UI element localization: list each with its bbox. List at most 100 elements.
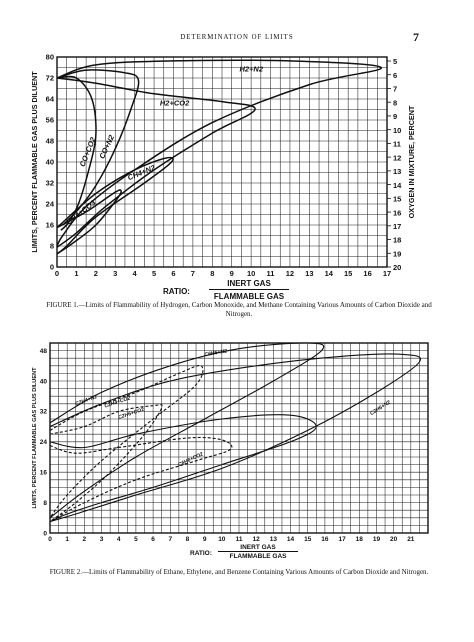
curve-label: CO+N2 bbox=[97, 133, 116, 160]
x-tick-label: 16 bbox=[363, 269, 371, 278]
x-tick-label: 10 bbox=[218, 536, 226, 543]
y-tick-label: 0 bbox=[50, 263, 54, 272]
figure-2-ratio-label: RATIO: bbox=[190, 550, 212, 557]
y-tick-label: 0 bbox=[43, 530, 47, 537]
x-tick-label: 11 bbox=[236, 536, 243, 543]
curve-label: C6H6+N2 bbox=[204, 348, 228, 358]
x-tick-label: 9 bbox=[230, 269, 234, 278]
figure-1-chart: 0 1 2 3 4 5 6 7 8 9 10 11 12 13 14 15 16 1708162432404856… bbox=[30, 53, 416, 278]
figure-2-chart: 0 1 2 3 4 5 6 7 8 9 10 11 12 13 14 15 16 17 18 19 20 21081624… bbox=[32, 342, 429, 543]
x-tick-label: 13 bbox=[305, 269, 313, 278]
y2-tick-label: 19 bbox=[393, 249, 401, 258]
series-curve bbox=[49, 364, 204, 519]
series-curve bbox=[56, 189, 122, 255]
y-axis-label: LIMITS, PERCENT FLAMMABLE GAS PLUS DILUE… bbox=[32, 367, 38, 509]
x-tick-label: 4 bbox=[117, 536, 121, 543]
x-tick-label: 2 bbox=[83, 536, 87, 543]
y2-axis-label: OXYGEN IN MIXTURE, PERCENT bbox=[407, 105, 416, 218]
x-tick-label: 0 bbox=[48, 536, 52, 543]
plot-frame bbox=[56, 56, 388, 268]
x-tick-label: 3 bbox=[100, 536, 104, 543]
y2-tick-label: 11 bbox=[393, 140, 401, 149]
figure-2-caption: FIGURE 2.—Limits of Flammability of Etha… bbox=[49, 568, 429, 576]
y2-tick-label: 18 bbox=[393, 236, 401, 245]
x-tick-label: 9 bbox=[203, 536, 207, 543]
y2-tick-label: 13 bbox=[393, 167, 401, 176]
curve-label: H2+CO2 bbox=[160, 99, 190, 108]
series-curve bbox=[49, 436, 233, 523]
x-tick-label: 19 bbox=[373, 536, 381, 543]
plot-frame bbox=[49, 342, 429, 534]
x-tick-label: 5 bbox=[134, 536, 138, 543]
x-tick-label: 15 bbox=[304, 536, 312, 543]
running-header: DETERMINATION OF LIMITS bbox=[180, 34, 294, 41]
series-curve bbox=[49, 353, 421, 523]
y2-tick-label: 9 bbox=[393, 112, 397, 121]
x-tick-label: 12 bbox=[253, 536, 261, 543]
figure-1-caption: FIGURE 1.—Limits of Flammability of Hydr… bbox=[46, 301, 432, 318]
x-tick-label: 13 bbox=[270, 536, 278, 543]
y-tick-label: 56 bbox=[46, 116, 54, 125]
x-tick-label: 8 bbox=[186, 536, 190, 543]
x-tick-label: 5 bbox=[152, 269, 156, 278]
y-tick-label: 40 bbox=[40, 378, 48, 385]
x-tick-label: 10 bbox=[247, 269, 255, 278]
y-tick-label: 40 bbox=[46, 158, 54, 167]
series-curve bbox=[49, 342, 325, 519]
x-tick-label: 6 bbox=[151, 536, 155, 543]
x-tick-label: 1 bbox=[74, 269, 78, 278]
x-tick-label: 11 bbox=[267, 269, 275, 278]
x-tick-label: 6 bbox=[171, 269, 175, 278]
y-tick-label: 24 bbox=[46, 200, 55, 209]
y2-tick-label: 5 bbox=[393, 57, 397, 66]
series-curve bbox=[49, 414, 317, 523]
y2-tick-label: 8 bbox=[393, 98, 397, 107]
y2-tick-label: 20 bbox=[393, 263, 401, 272]
y-tick-label: 16 bbox=[40, 469, 48, 476]
y2-tick-label: 7 bbox=[393, 85, 397, 94]
y-tick-label: 8 bbox=[43, 500, 47, 507]
y-tick-label: 32 bbox=[40, 409, 48, 416]
x-tick-label: 16 bbox=[321, 536, 329, 543]
y2-tick-label: 15 bbox=[393, 195, 401, 204]
y-axis-label: LIMITS, PERCENT FLAMMABLE GAS PLUS DILUE… bbox=[30, 71, 39, 253]
x-tick-label: 12 bbox=[286, 269, 294, 278]
y-tick-label: 72 bbox=[46, 74, 54, 83]
figure-2-ratio-numerator: INERT GAS bbox=[218, 544, 298, 552]
x-tick-label: 4 bbox=[133, 269, 138, 278]
y2-tick-label: 17 bbox=[393, 222, 401, 231]
y2-tick-label: 10 bbox=[393, 126, 401, 135]
series-curve bbox=[56, 69, 140, 226]
y-tick-label: 16 bbox=[46, 221, 54, 230]
figure-1-ratio-label: RATIO: bbox=[163, 287, 190, 296]
x-tick-label: 1 bbox=[65, 536, 69, 543]
page-number: 7 bbox=[413, 30, 419, 44]
x-tick-label: 7 bbox=[168, 536, 172, 543]
y2-tick-label: 16 bbox=[393, 208, 401, 217]
y2-tick-label: 14 bbox=[393, 181, 402, 190]
x-tick-label: 21 bbox=[407, 536, 415, 543]
x-tick-label: 20 bbox=[390, 536, 398, 543]
x-tick-label: 17 bbox=[383, 269, 391, 278]
y-tick-label: 48 bbox=[40, 348, 48, 355]
x-tick-label: 8 bbox=[210, 269, 214, 278]
series-curve bbox=[56, 77, 256, 248]
x-tick-label: 18 bbox=[356, 536, 364, 543]
series-curve bbox=[56, 156, 174, 255]
y-tick-label: 48 bbox=[46, 137, 54, 146]
x-tick-label: 15 bbox=[344, 269, 352, 278]
y2-tick-label: 6 bbox=[393, 71, 397, 80]
x-tick-label: 17 bbox=[338, 536, 346, 543]
y2-tick-label: 12 bbox=[393, 153, 401, 162]
figure-2-ratio-denominator: FLAMMABLE GAS bbox=[229, 553, 287, 560]
y-tick-label: 8 bbox=[50, 242, 54, 251]
x-tick-label: 3 bbox=[113, 269, 117, 278]
y-tick-label: 24 bbox=[40, 439, 48, 446]
x-tick-label: 14 bbox=[287, 536, 295, 543]
y-tick-label: 64 bbox=[46, 95, 55, 104]
curve-label: CH4+CO3 bbox=[64, 198, 98, 227]
curve-label: H2+N2 bbox=[239, 64, 263, 73]
x-tick-label: 0 bbox=[55, 269, 59, 278]
curve-label: C2H6+N2 bbox=[369, 400, 392, 417]
